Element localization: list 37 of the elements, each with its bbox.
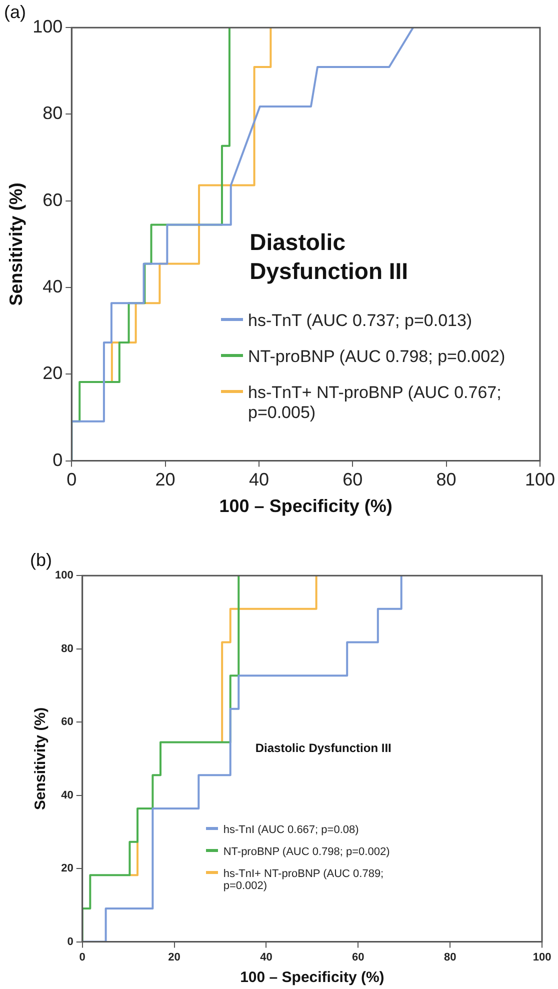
x-axis-title: 100 – Specificity (%) xyxy=(219,496,392,516)
y-tick-label: 40 xyxy=(42,276,63,296)
y-tick-label: 20 xyxy=(42,363,63,384)
y-tick-label: 80 xyxy=(42,103,63,124)
x-tick-label: 100 xyxy=(524,470,556,490)
y-tick-label: 100 xyxy=(54,570,74,582)
legend-label: hs-TnT (AUC 0.737; p=0.013) xyxy=(248,310,472,331)
annotation: Diastolic Dysfunction III xyxy=(255,740,392,756)
y-tick-label: 80 xyxy=(61,642,74,655)
x-tick-label: 80 xyxy=(444,951,456,964)
x-tick-label: 40 xyxy=(260,951,272,964)
chart-title: (b) xyxy=(30,550,52,570)
y-tick-label: 20 xyxy=(61,862,74,875)
x-tick-label: 100 xyxy=(532,951,552,964)
y-tick-label: 0 xyxy=(67,936,74,948)
x-tick-label: 20 xyxy=(168,951,180,964)
y-tick-label: 0 xyxy=(52,450,63,470)
x-tick-label: 60 xyxy=(342,470,363,490)
x-tick-label: 20 xyxy=(155,470,176,490)
legend-label: hs-TnT+ NT-proBNP (AUC 0.767; p=0.005) xyxy=(248,382,502,423)
x-tick-label: 60 xyxy=(352,951,364,964)
legend-label: NT-proBNP (AUC 0.798; p=0.002) xyxy=(223,846,390,858)
x-tick-label: 0 xyxy=(79,951,86,964)
annotation: Diastolic Dysfunction III xyxy=(250,228,410,286)
chart-title: (a) xyxy=(4,2,26,22)
x-tick-label: 80 xyxy=(436,470,456,490)
y-tick-label: 60 xyxy=(42,190,63,210)
x-tick-label: 40 xyxy=(248,470,269,490)
legend-label: NT-proBNP (AUC 0.798; p=0.002) xyxy=(248,346,506,367)
legend-label: hs-TnI (AUC 0.667; p=0.08) xyxy=(223,824,359,836)
legend-label: hs-TnI+ NT-proBNP (AUC 0.789; p=0.002) xyxy=(223,868,385,892)
y-tick-label: 40 xyxy=(61,789,74,802)
y-tick-label: 60 xyxy=(61,716,74,728)
x-axis-title: 100 – Specificity (%) xyxy=(240,969,384,986)
y-axis-title: Sensitivity (%) xyxy=(6,182,26,306)
y-tick-label: 100 xyxy=(32,16,63,37)
y-axis-title: Sensitivity (%) xyxy=(32,707,50,810)
